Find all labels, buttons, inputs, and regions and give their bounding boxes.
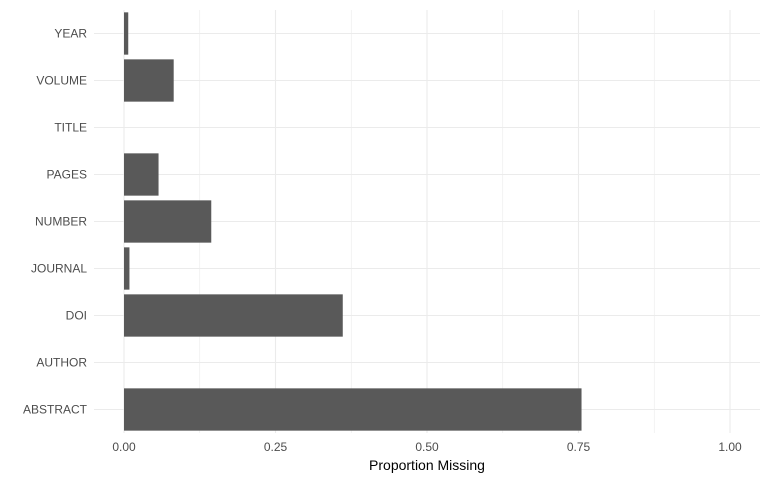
bar-year xyxy=(124,12,129,55)
x-tick-label: 0.75 xyxy=(567,440,591,454)
bar-journal xyxy=(124,247,130,290)
y-tick-label-abstract: ABSTRACT xyxy=(23,403,88,417)
x-axis-title: Proportion Missing xyxy=(369,457,485,473)
x-tick-label: 0.25 xyxy=(264,440,288,454)
y-tick-label-journal: JOURNAL xyxy=(31,262,87,276)
x-tick-label: 0.50 xyxy=(415,440,439,454)
y-tick-label-pages: PAGES xyxy=(47,168,87,182)
bar-volume xyxy=(124,59,174,102)
bar-pages xyxy=(124,153,159,196)
y-tick-labels: YEAR VOLUME TITLE PAGES NUMBER JOURNAL DOI AUTH… xyxy=(23,27,88,417)
bar-doi xyxy=(124,294,343,337)
x-tick-label: 0.00 xyxy=(112,440,136,454)
bar-abstract xyxy=(124,388,582,431)
bars xyxy=(124,12,582,431)
x-tick-label: 1.00 xyxy=(718,440,742,454)
y-tick-label-year: YEAR xyxy=(54,27,87,41)
y-tick-label-author: AUTHOR xyxy=(36,356,87,370)
y-tick-label-title: TITLE xyxy=(54,121,87,135)
bar-number xyxy=(124,200,212,243)
x-tick-labels: 0.00 0.25 0.50 0.75 1.00 xyxy=(112,440,742,454)
y-tick-label-number: NUMBER xyxy=(35,215,87,229)
y-tick-label-volume: VOLUME xyxy=(36,74,87,88)
y-tick-label-doi: DOI xyxy=(66,309,87,323)
